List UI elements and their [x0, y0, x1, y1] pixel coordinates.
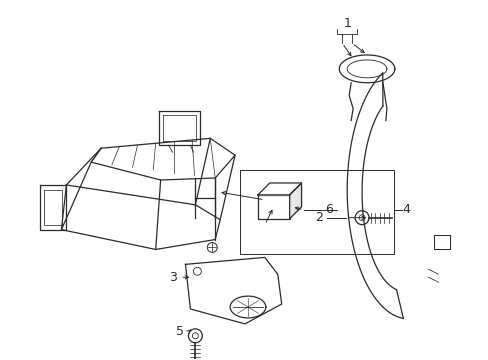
Polygon shape: [289, 183, 301, 219]
Text: 5: 5: [176, 325, 184, 338]
Text: 3: 3: [168, 271, 176, 284]
Text: 2: 2: [315, 211, 323, 224]
Text: 1: 1: [343, 17, 350, 30]
Text: 4: 4: [402, 203, 410, 216]
Polygon shape: [257, 183, 301, 195]
Text: 6: 6: [325, 203, 333, 216]
